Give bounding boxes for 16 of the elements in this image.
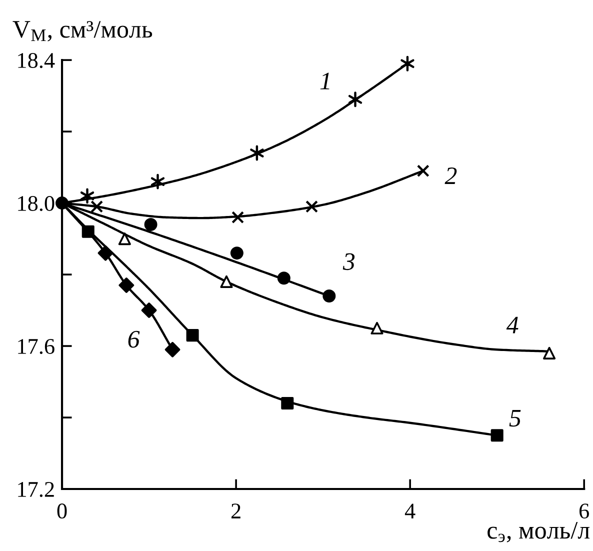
annotation: 5 — [509, 410, 521, 427]
annotation: 4 — [506, 316, 518, 334]
x-tick-label: 2 — [231, 504, 240, 518]
annotation: 1 — [320, 72, 330, 90]
annotation: 6 — [128, 330, 140, 348]
x-tick-label: 6 — [580, 504, 589, 519]
y-tick-label: 18.4 — [18, 52, 55, 68]
annotation: 2 — [444, 167, 457, 184]
y-tick-label: 18.0 — [18, 196, 54, 212]
x-tick-label: 4 — [404, 504, 416, 518]
y-axis-title: V$_{М}$, см³/моль — [12, 21, 152, 42]
y-tick-label: 17.2 — [18, 482, 54, 498]
x-tick-label: 0 — [57, 504, 67, 519]
x-axis-title: c$_{э}$, моль/л — [488, 522, 590, 542]
annotation: 3 — [342, 253, 355, 270]
y-tick-label: 17.6 — [18, 339, 54, 354]
